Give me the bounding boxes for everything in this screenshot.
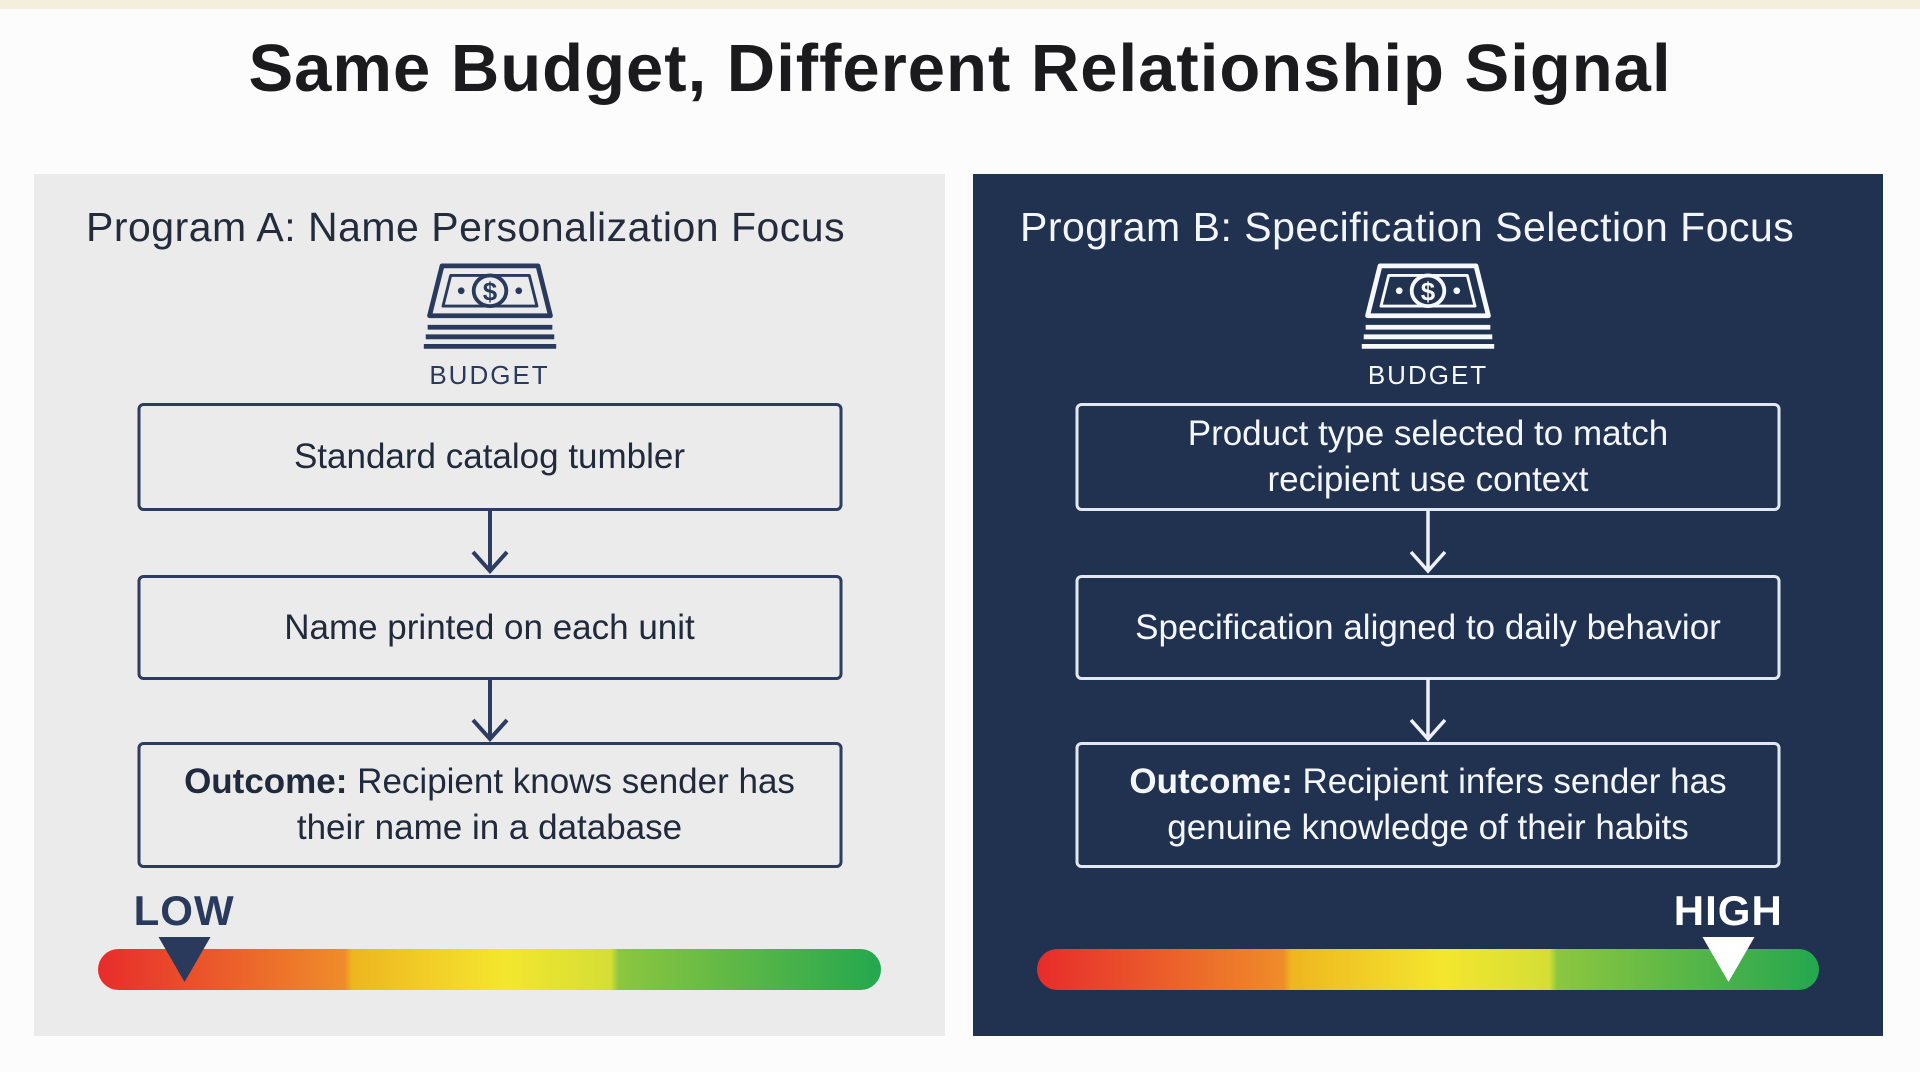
relationship-signal-scale-a: LOW	[98, 890, 881, 994]
signal-strength-bar	[98, 949, 881, 990]
marker-triangle-icon	[1702, 937, 1755, 982]
program-b-header: Program B: Specification Selection Focus	[1020, 204, 1795, 250]
flow-box-outcome-a: Outcome: Recipient knows sender has thei…	[137, 742, 842, 868]
signal-level-label: LOW	[133, 887, 235, 934]
signal-marker-a: LOW	[134, 890, 235, 982]
program-a-header: Program A: Name Personalization Focus	[86, 204, 846, 250]
flow-box-outcome-b: Outcome: Recipient infers sender has gen…	[1075, 742, 1781, 868]
signal-strength-bar	[1037, 949, 1819, 990]
budget-figure-a: $ BUDGET	[415, 262, 565, 391]
marker-triangle-icon	[158, 937, 211, 982]
flow-box-product-a: Standard catalog tumbler	[137, 403, 842, 511]
program-a-panel: Program A: Name Personalization Focus $ …	[34, 174, 945, 1036]
program-b-panel: Program B: Specification Selection Focus…	[973, 174, 1883, 1036]
down-arrow-icon	[1409, 511, 1447, 574]
budget-figure-b: $ BUDGET	[1353, 262, 1503, 391]
budget-banknote-icon: $	[1361, 263, 1495, 349]
down-arrow-icon	[471, 679, 508, 742]
budget-label: BUDGET	[1367, 360, 1489, 390]
dollar-sign-glyph: $	[1421, 278, 1436, 306]
budget-banknote-icon: $	[423, 263, 556, 349]
flow-box-specification-b: Specification aligned to daily behavior	[1075, 575, 1781, 680]
relationship-signal-scale-b: HIGH	[1037, 890, 1819, 994]
budget-label: BUDGET	[429, 360, 550, 390]
flow-box-personalization-a: Name printed on each unit	[137, 575, 842, 680]
flow-box-product-b: Product type selected to match recipient…	[1075, 403, 1781, 511]
signal-marker-b: HIGH	[1674, 890, 1783, 982]
top-accent-strip	[0, 0, 1920, 9]
down-arrow-icon	[471, 511, 508, 574]
down-arrow-icon	[1409, 679, 1447, 742]
dollar-sign-glyph: $	[482, 278, 497, 306]
page-title: Same Budget, Different Relationship Sign…	[248, 31, 1672, 106]
signal-level-label: HIGH	[1673, 887, 1783, 934]
